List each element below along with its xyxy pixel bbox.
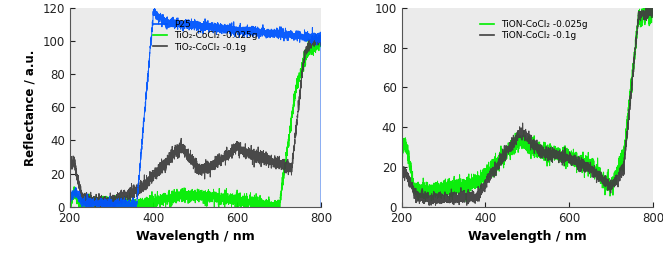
X-axis label: Wavelength / nm: Wavelength / nm bbox=[468, 230, 587, 243]
Legend: TiON-CoCl₂ -0.025g, TiON-CoCl₂ -0.1g: TiON-CoCl₂ -0.025g, TiON-CoCl₂ -0.1g bbox=[477, 16, 591, 44]
Legend: P25, TiO₂-CoCl₂ -0.025g, TiO₂-CoCl₂ -0.1g: P25, TiO₂-CoCl₂ -0.025g, TiO₂-CoCl₂ -0.1… bbox=[150, 16, 261, 55]
X-axis label: Wavelength / nm: Wavelength / nm bbox=[136, 230, 255, 243]
Y-axis label: Reflectance / a.u.: Reflectance / a.u. bbox=[24, 49, 37, 166]
